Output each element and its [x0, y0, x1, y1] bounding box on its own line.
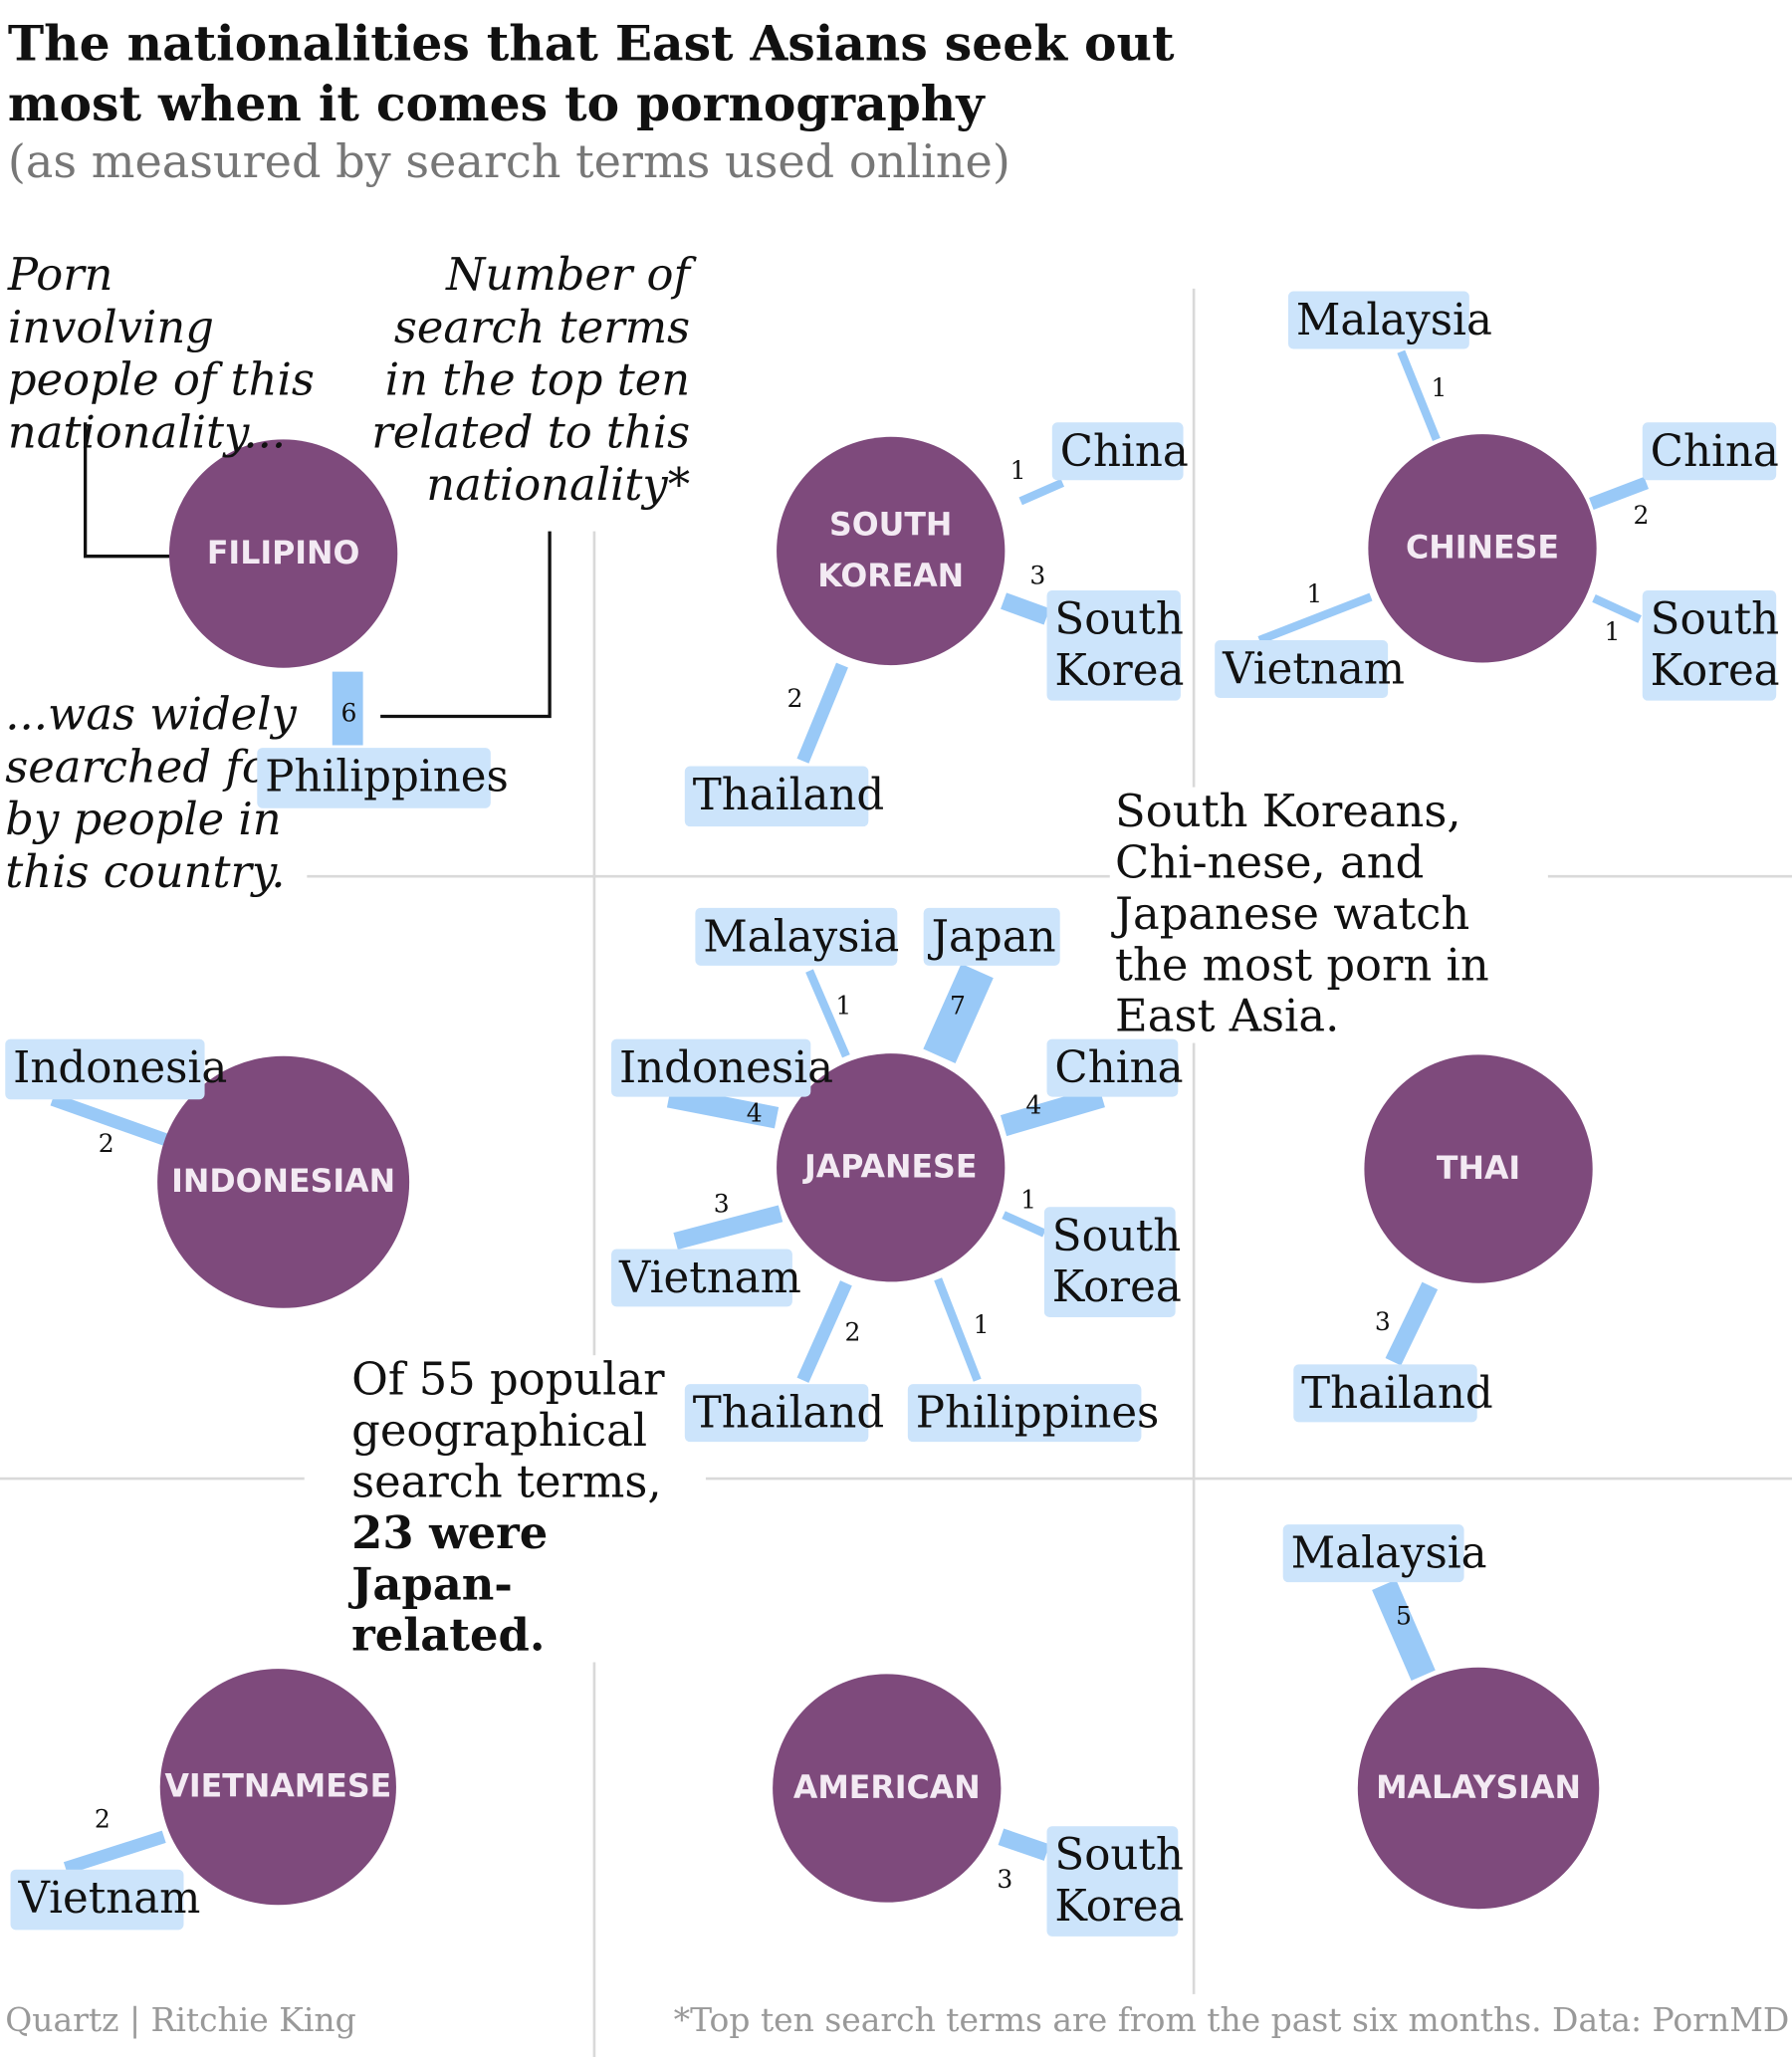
count-label: 3 [713, 1190, 730, 1220]
count-label: 1 [1009, 456, 1026, 486]
count-label: 2 [786, 684, 803, 714]
node-circle-malaysian [1357, 1667, 1600, 1910]
connector-japanese-vietnam [673, 1205, 784, 1250]
count-label: 4 [1025, 1091, 1042, 1121]
count-label: 4 [746, 1099, 763, 1129]
country-label: South Korea [1046, 1826, 1184, 1937]
country-label: Indonesia [611, 1038, 833, 1097]
legend-was-searched: ...was widely searched for by people in … [5, 688, 308, 899]
node-circle-american [773, 1674, 1002, 1903]
connector-japanese-thailand [796, 1280, 852, 1383]
count-label: 7 [949, 992, 966, 1022]
country-label: Malaysia [1287, 291, 1492, 349]
count-label: 1 [1431, 373, 1448, 403]
count-label: 1 [973, 1310, 990, 1340]
connector-chinese-south-korea [1592, 594, 1642, 623]
country-label: Vietnam [1215, 640, 1405, 699]
annotation-of-55-text: Of 55 popular geographical search terms, [351, 1353, 665, 1509]
country-label: China [1051, 422, 1189, 481]
connector-japanese-indonesia [666, 1085, 780, 1129]
page-title: The nationalities that East Asians seek … [7, 14, 1175, 133]
country-label: Malaysia [695, 907, 899, 966]
footer-credit: Quartz | Ritchie King [5, 2000, 356, 2039]
country-label: Philippines [907, 1384, 1159, 1443]
count-label: 3 [1374, 1307, 1391, 1337]
country-label: China [1046, 1038, 1184, 1097]
connector-thai-thailand [1385, 1281, 1439, 1366]
connector-chinese-china [1589, 476, 1650, 511]
connector-south-korean-china [1018, 479, 1065, 506]
connector-vietnamese-vietnam [63, 1830, 166, 1875]
legend-number-of-terms: Number of search terms in the top ten re… [371, 249, 691, 512]
count-label: 5 [1395, 1601, 1412, 1631]
node-label-japanese: JAPANESE [803, 1148, 978, 1186]
footer-source: *Top ten search terms are from the past … [673, 2000, 1790, 2039]
count-label: 2 [98, 1129, 114, 1159]
connector-japanese-philippines [934, 1277, 982, 1382]
country-label: South Korea [1043, 1207, 1182, 1317]
connector-japanese-china [1000, 1086, 1105, 1137]
node-circle-chinese [1368, 434, 1597, 663]
country-label: Japan [923, 907, 1060, 966]
connector-chinese-vietnam [1257, 592, 1373, 644]
country-label: Vietnam [10, 1869, 200, 1931]
connector-japanese-south-korea [1002, 1211, 1046, 1238]
node-circle-indonesian [157, 1055, 410, 1308]
node-circle-vietnamese [159, 1669, 396, 1906]
bracket-line [380, 531, 552, 719]
country-label: Thailand [684, 766, 884, 827]
country-label: Indonesia [5, 1038, 227, 1100]
connector-south-korean-thailand [796, 662, 848, 764]
country-label: Thailand [684, 1384, 884, 1443]
country-label: Malaysia [1282, 1524, 1487, 1583]
connector-south-korean-south-korea [1001, 592, 1050, 625]
node-label-indonesian: INDONESIAN [171, 1163, 396, 1201]
node-label-vietnamese: VIETNAMESE [164, 1767, 392, 1805]
count-label: 2 [1633, 501, 1650, 531]
connector-indonesian-indonesia [50, 1093, 173, 1148]
count-label: 2 [844, 1318, 861, 1348]
node-label-american: AMERICAN [792, 1768, 981, 1806]
gridlines [0, 288, 1792, 2057]
annotation-east-asia: South Koreans, Chi-nese, and Japanese wa… [1109, 787, 1548, 1043]
count-label: 6 [340, 699, 357, 729]
node-circle-japanese [777, 1053, 1006, 1282]
legend-porn-involving: Porn involving people of this nationalit… [7, 249, 315, 460]
country-label: Vietnam [611, 1249, 801, 1307]
node-label-south-korean: SOUTH KOREAN [817, 506, 965, 594]
count-label: 3 [1029, 561, 1046, 590]
node-circle-south-korean [777, 436, 1006, 666]
country-label: Thailand [1293, 1364, 1493, 1423]
node-label-filipino: FILIPINO [206, 534, 360, 571]
country-label: China [1642, 422, 1779, 481]
node-circle-filipino [168, 439, 398, 668]
count-label: 2 [94, 1805, 111, 1835]
annotation-of-55: Of 55 popular geographical search terms,… [304, 1353, 706, 1663]
node-label-chinese: CHINESE [1406, 529, 1559, 567]
connector-chinese-malaysia [1397, 349, 1441, 442]
connector-malaysian-malaysia [1372, 1579, 1436, 1681]
count-label: 3 [997, 1865, 1013, 1895]
country-label: South Korea [1642, 589, 1780, 701]
count-label: 1 [1306, 579, 1323, 609]
bracket-line [84, 422, 171, 559]
connector-japanese-malaysia [805, 969, 850, 1058]
annotation-japan-related: 23 were Japan-related. [351, 1507, 549, 1663]
node-circle-thai [1364, 1054, 1593, 1283]
country-label: Philippines [257, 748, 509, 808]
connector-japanese-japan [923, 963, 994, 1063]
count-label: 1 [1604, 617, 1621, 647]
connector-american-south-korea [998, 1828, 1050, 1861]
count-label: 1 [835, 992, 852, 1022]
page-subtitle: (as measured by search terms used online… [7, 136, 1010, 189]
country-label: South Korea [1046, 589, 1184, 701]
node-label-malaysian: MALAYSIAN [1376, 1768, 1582, 1806]
node-label-thai: THAI [1436, 1149, 1521, 1187]
count-label: 1 [1020, 1186, 1037, 1216]
